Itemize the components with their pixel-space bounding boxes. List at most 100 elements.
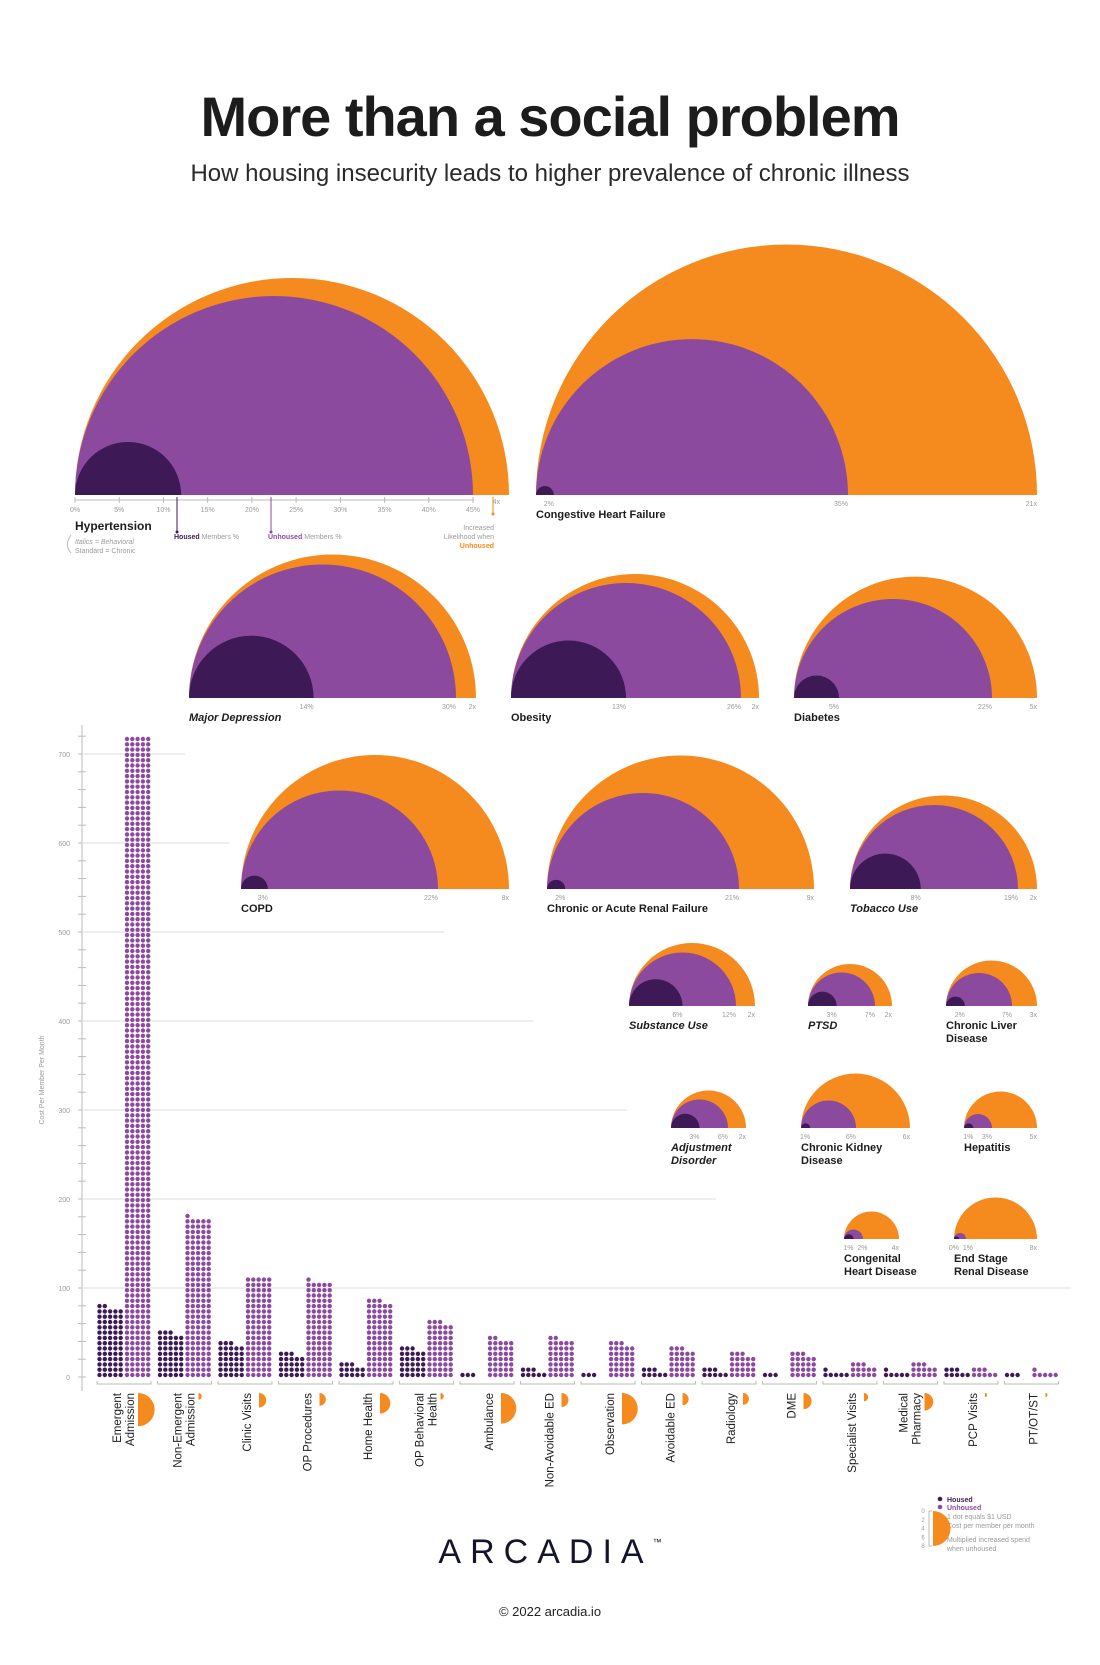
unhoused-dot [306,1298,311,1304]
unhoused-dot [135,858,140,864]
housed-dot [228,1362,234,1367]
housed-dot [234,1367,239,1372]
housed-dot [839,1372,844,1378]
unhoused-dot [322,1362,327,1367]
unhoused-dot [316,1335,322,1341]
unhoused-dot [130,1166,135,1171]
unhoused-dot [322,1314,327,1319]
housed-dot [97,1319,102,1325]
category-label: Radiology [726,1393,738,1444]
housed-dot [179,1356,184,1362]
unhoused-dot [146,1250,151,1256]
unhoused-dot [564,1362,569,1367]
unhoused-dot [503,1351,509,1357]
bar-group: Ambulance [459,1335,517,1451]
unhoused-dot [735,1362,740,1367]
unhoused-dot [811,1372,816,1378]
unhoused-dot [146,1282,151,1288]
housed-dot [107,1325,113,1330]
housed-dot [157,1351,163,1357]
housed-dot [828,1372,833,1378]
unhoused-dot [437,1351,443,1357]
unhoused-dot [124,848,130,853]
unhoused-dot [130,901,135,906]
unhoused-dot [140,1197,146,1203]
unhoused-dot [146,1081,151,1086]
unhoused-dot [135,1187,140,1192]
unhoused-dot [1048,1372,1053,1378]
unhoused-dot [130,736,135,742]
unhoused-dot [740,1351,745,1357]
unhoused-dot [130,1341,135,1346]
unhoused-dot [185,1266,190,1272]
unhoused-dot [146,1213,151,1219]
housed-dot [157,1335,163,1341]
unhoused-dot [201,1325,206,1330]
unhoused-dot [745,1367,751,1372]
unhoused-dot [872,1372,877,1378]
unhoused-dot [124,1362,130,1367]
housed-semicircle [808,991,837,1006]
unhoused-dot [261,1309,267,1314]
housed-dot [173,1372,179,1378]
unhoused-dot [487,1362,493,1367]
unhoused-dot [135,1250,140,1256]
unhoused-dot [146,1102,151,1107]
unhoused-dot [327,1314,332,1319]
unhoused-dot [140,1330,146,1335]
unhoused-dot [185,1277,190,1282]
housed-dot [163,1362,168,1367]
unhoused-dot [140,1044,146,1049]
housed-dot [234,1362,239,1367]
unhoused-dot [146,1038,151,1044]
housed-dot [647,1372,652,1378]
unhoused-dot [124,975,130,980]
category-label: Admission [125,1393,137,1446]
unhoused-dot [146,1176,151,1182]
unhoused-dot [795,1362,800,1367]
unhoused-dot [146,1197,151,1203]
unhoused-dot [311,1282,316,1288]
unhoused-dot [124,1076,130,1081]
unhoused-dot [982,1372,987,1378]
unhoused-dot [135,895,140,901]
housed-dot [234,1346,239,1351]
legend-scale-label: 0 [921,1509,925,1515]
category-label: Clinic Visits [242,1393,254,1452]
unhoused-dot [135,1372,140,1378]
housed-dot [179,1351,184,1357]
unhoused-value-label: 2% [857,1245,867,1252]
unhoused-dot [432,1330,437,1335]
unhoused-dot [130,1007,135,1012]
housed-pointer-dot [175,530,179,534]
multiplier-value-label: 2x [469,704,477,711]
housed-dot [421,1356,426,1362]
unhoused-dot [190,1362,195,1367]
multiplier-half-circle [561,1393,569,1407]
unhoused-dot [256,1282,261,1288]
housed-dot [118,1309,123,1314]
unhoused-dot [306,1277,311,1282]
unhoused-dot [509,1362,514,1367]
housed-dot [844,1372,849,1378]
unhoused-dot [130,1150,135,1155]
unhoused-dot [251,1309,256,1314]
unhoused-dot [146,842,151,848]
unhoused-dot [135,1017,140,1023]
unhoused-dot [140,1129,146,1134]
unhoused-dot [190,1325,195,1330]
unhoused-dot [185,1351,190,1357]
unhoused-dot [146,1076,151,1081]
unhoused-dot [327,1372,332,1378]
housed-dot [223,1372,228,1378]
unhoused-dot [306,1362,311,1367]
multiplier-half-circle [501,1393,517,1424]
unhoused-dot [553,1335,558,1341]
unhoused-dot [977,1367,982,1372]
unhoused-dot [146,747,151,752]
unhoused-dot [135,1341,140,1346]
unhoused-dot [745,1362,751,1367]
unhoused-dot [190,1245,195,1251]
multiplier-value-label: 3x [1030,1012,1038,1019]
unhoused-dot [130,1235,135,1240]
